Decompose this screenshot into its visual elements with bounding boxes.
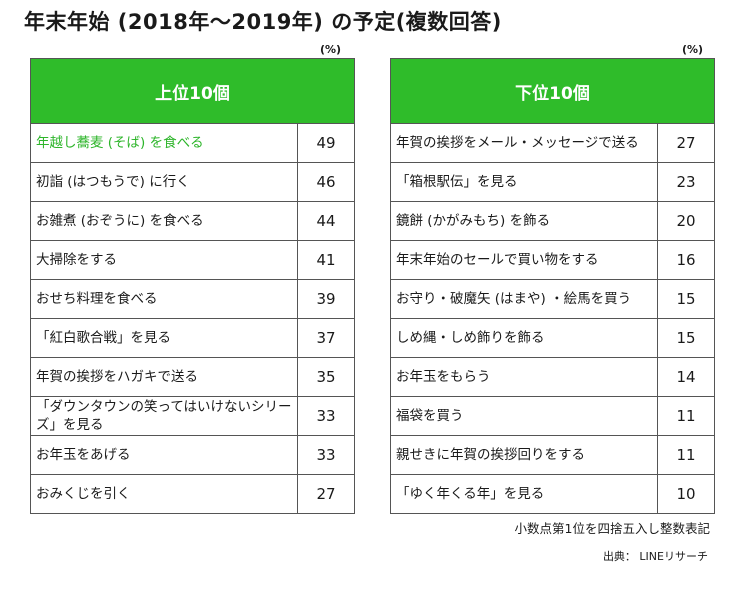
table-row: 初詣 (はつもうで) に行く 46 [30, 162, 356, 202]
item-value: 41 [296, 240, 356, 280]
item-value: 11 [656, 435, 716, 475]
item-value: 11 [656, 396, 716, 436]
bottom-10-table: 下位10個 年賀の挨拶をメール・メッセージで送る 27 「箱根駅伝」を見る 23 鏡餅 … [389, 58, 716, 514]
item-label: 福袋を買う [390, 396, 658, 436]
item-label: 年賀の挨拶をハガキで送る [30, 357, 298, 397]
table-row: 大掃除をする 41 [30, 240, 356, 280]
item-label: しめ縄・しめ飾りを飾る [390, 318, 658, 358]
item-label: お守り・破魔矢 (はまや) ・絵馬を買う [390, 279, 658, 319]
item-value: 49 [296, 123, 356, 163]
item-value: 27 [656, 123, 716, 163]
table-row: 鏡餅 (かがみもち) を飾る 20 [390, 201, 716, 241]
item-value: 39 [296, 279, 356, 319]
item-label: 年末年始のセールで買い物をする [390, 240, 658, 280]
item-label: 「紅白歌合戦」を見る [30, 318, 298, 358]
top-10-header: 上位10個 [29, 58, 356, 124]
item-value: 46 [296, 162, 356, 202]
item-label: お雑煮 (おぞうに) を食べる [30, 201, 298, 241]
table-row: 「箱根駅伝」を見る 23 [390, 162, 716, 202]
item-value: 15 [656, 318, 716, 358]
item-label: 「箱根駅伝」を見る [390, 162, 658, 202]
item-value: 16 [656, 240, 716, 280]
table-row: しめ縄・しめ飾りを飾る 15 [390, 318, 716, 358]
item-value: 35 [296, 357, 356, 397]
table-row: 親せきに年賀の挨拶回りをする 11 [390, 435, 716, 475]
item-label: 初詣 (はつもうで) に行く [30, 162, 298, 202]
item-label: おみくじを引く [30, 474, 298, 514]
table-row: 年末年始のセールで買い物をする 16 [390, 240, 716, 280]
unit-label-left: (%) [320, 43, 342, 56]
table-row: お守り・破魔矢 (はまや) ・絵馬を買う 15 [390, 279, 716, 319]
item-value: 23 [656, 162, 716, 202]
item-label: 親せきに年賀の挨拶回りをする [390, 435, 658, 475]
table-row: 年賀の挨拶をハガキで送る 35 [30, 357, 356, 397]
source-credit: 出典： LINEリサーチ [602, 550, 708, 563]
item-label: 「ゆく年くる年」を見る [390, 474, 658, 514]
item-label: 年賀の挨拶をメール・メッセージで送る [390, 123, 658, 163]
bottom-10-body: 年賀の挨拶をメール・メッセージで送る 27 「箱根駅伝」を見る 23 鏡餅 (かがみもち… [390, 123, 716, 514]
item-value: 27 [296, 474, 356, 514]
top-10-table: 上位10個 年越し蕎麦 (そば) を食べる 49 初詣 (はつもうで) に行く 46 お… [29, 58, 356, 514]
item-label: 「ダウンタウンの笑ってはいけないシリーズ」を見る [30, 396, 298, 436]
item-value: 15 [656, 279, 716, 319]
table-row: お年玉をあげる 33 [30, 435, 356, 475]
bottom-10-header: 下位10個 [389, 58, 716, 124]
table-row: 「紅白歌合戦」を見る 37 [30, 318, 356, 358]
table-row: お雑煮 (おぞうに) を食べる 44 [30, 201, 356, 241]
table-row: おせち料理を食べる 39 [30, 279, 356, 319]
item-value: 33 [296, 396, 356, 436]
table-row: 福袋を買う 11 [390, 396, 716, 436]
item-label: おせち料理を食べる [30, 279, 298, 319]
item-value: 33 [296, 435, 356, 475]
top-10-body: 年越し蕎麦 (そば) を食べる 49 初詣 (はつもうで) に行く 46 お雑煮 (おぞ… [30, 123, 356, 514]
table-row: 年賀の挨拶をメール・メッセージで送る 27 [390, 123, 716, 163]
item-label: 鏡餅 (かがみもち) を飾る [390, 201, 658, 241]
table-row: お年玉をもらう 14 [390, 357, 716, 397]
table-row: 「ダウンタウンの笑ってはいけないシリーズ」を見る 33 [30, 396, 356, 436]
item-label: お年玉をあげる [30, 435, 298, 475]
chart-title: 年末年始 (2018年～2019年) の予定(複数回答) [24, 10, 502, 34]
item-label: 大掃除をする [30, 240, 298, 280]
item-value: 20 [656, 201, 716, 241]
table-row: 「ゆく年くる年」を見る 10 [390, 474, 716, 514]
item-label: お年玉をもらう [390, 357, 658, 397]
table-row: おみくじを引く 27 [30, 474, 356, 514]
item-value: 14 [656, 357, 716, 397]
footnote: 小数点第1位を四捨五入し整数表記 [514, 521, 710, 536]
item-value: 44 [296, 201, 356, 241]
item-value: 10 [656, 474, 716, 514]
table-row: 年越し蕎麦 (そば) を食べる 49 [30, 123, 356, 163]
item-value: 37 [296, 318, 356, 358]
item-label: 年越し蕎麦 (そば) を食べる [30, 123, 298, 163]
unit-label-right: (%) [682, 43, 704, 56]
